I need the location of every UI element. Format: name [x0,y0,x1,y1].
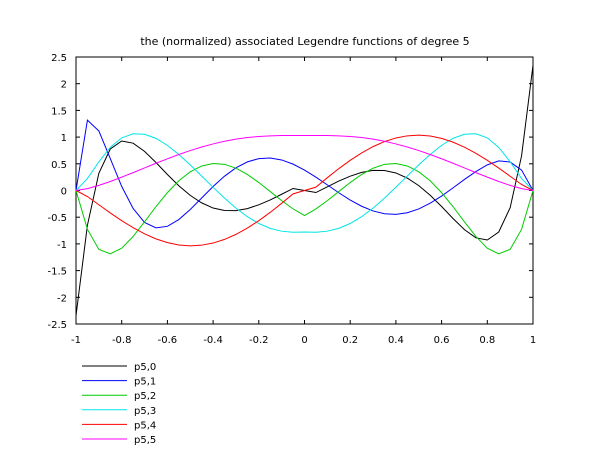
legend-item: p5,0 [82,362,156,373]
y-tick-label: 0.5 [51,160,67,171]
legend: p5,0 p5,1 p5,2 p5,3 p5,4 p5,5 [82,362,156,446]
legend-label: p5,1 [134,377,156,388]
legend-item: p5,4 [82,420,156,431]
y-tick-label: 1 [61,133,67,144]
series-line-p5-5 [75,135,534,191]
y-tick-label: -1.5 [47,267,67,278]
legend-label: p5,4 [134,420,156,431]
x-tick-label: 0 [301,335,307,346]
x-tick-label: -0.2 [249,335,269,346]
x-tick-label: 0.6 [434,335,450,346]
legend-label: p5,5 [134,435,156,446]
y-tick-label: 0 [61,187,67,198]
series-line-p5-1 [75,119,534,229]
y-tick-label: -2.5 [47,320,67,331]
x-tick-label: -0.8 [112,335,132,346]
series-line-p5-4 [75,134,534,247]
x-tick-label: 0.8 [479,335,495,346]
x-tick-label: -0.4 [203,335,223,346]
legend-label: p5,2 [134,391,156,402]
y-tick-label: -2 [57,293,67,304]
legend-item: p5,5 [82,435,156,446]
axes: -1 -0.8 -0.6 -0.4 -0.2 0 0.2 0.4 0.6 0.8 1 -2.5 -2 -1… [47,53,536,346]
x-tick-label: -0.6 [158,335,178,346]
y-tick-label: -1 [57,240,67,251]
legend-item: p5,1 [82,377,156,388]
chart-title: the (normalized) associated Legendre fun… [140,35,469,48]
legend-label: p5,0 [134,362,156,373]
y-tick-label: 2.5 [51,53,67,64]
y-tick-label: 2 [61,80,67,91]
x-tick-label: 0.2 [342,335,358,346]
y-tick-label: 1.5 [51,106,67,117]
x-tick-label: -1 [71,335,81,346]
legend-item: p5,2 [82,391,156,402]
series-layer [75,65,534,316]
legend-item: p5,3 [82,406,156,417]
series-line-p5-3 [75,133,534,233]
x-tick-label: 0.4 [388,335,404,346]
y-tick-label: -0.5 [47,213,67,224]
series-line-p5-2 [75,163,534,255]
x-tick-label: 1 [530,335,536,346]
legend-label: p5,3 [134,406,156,417]
